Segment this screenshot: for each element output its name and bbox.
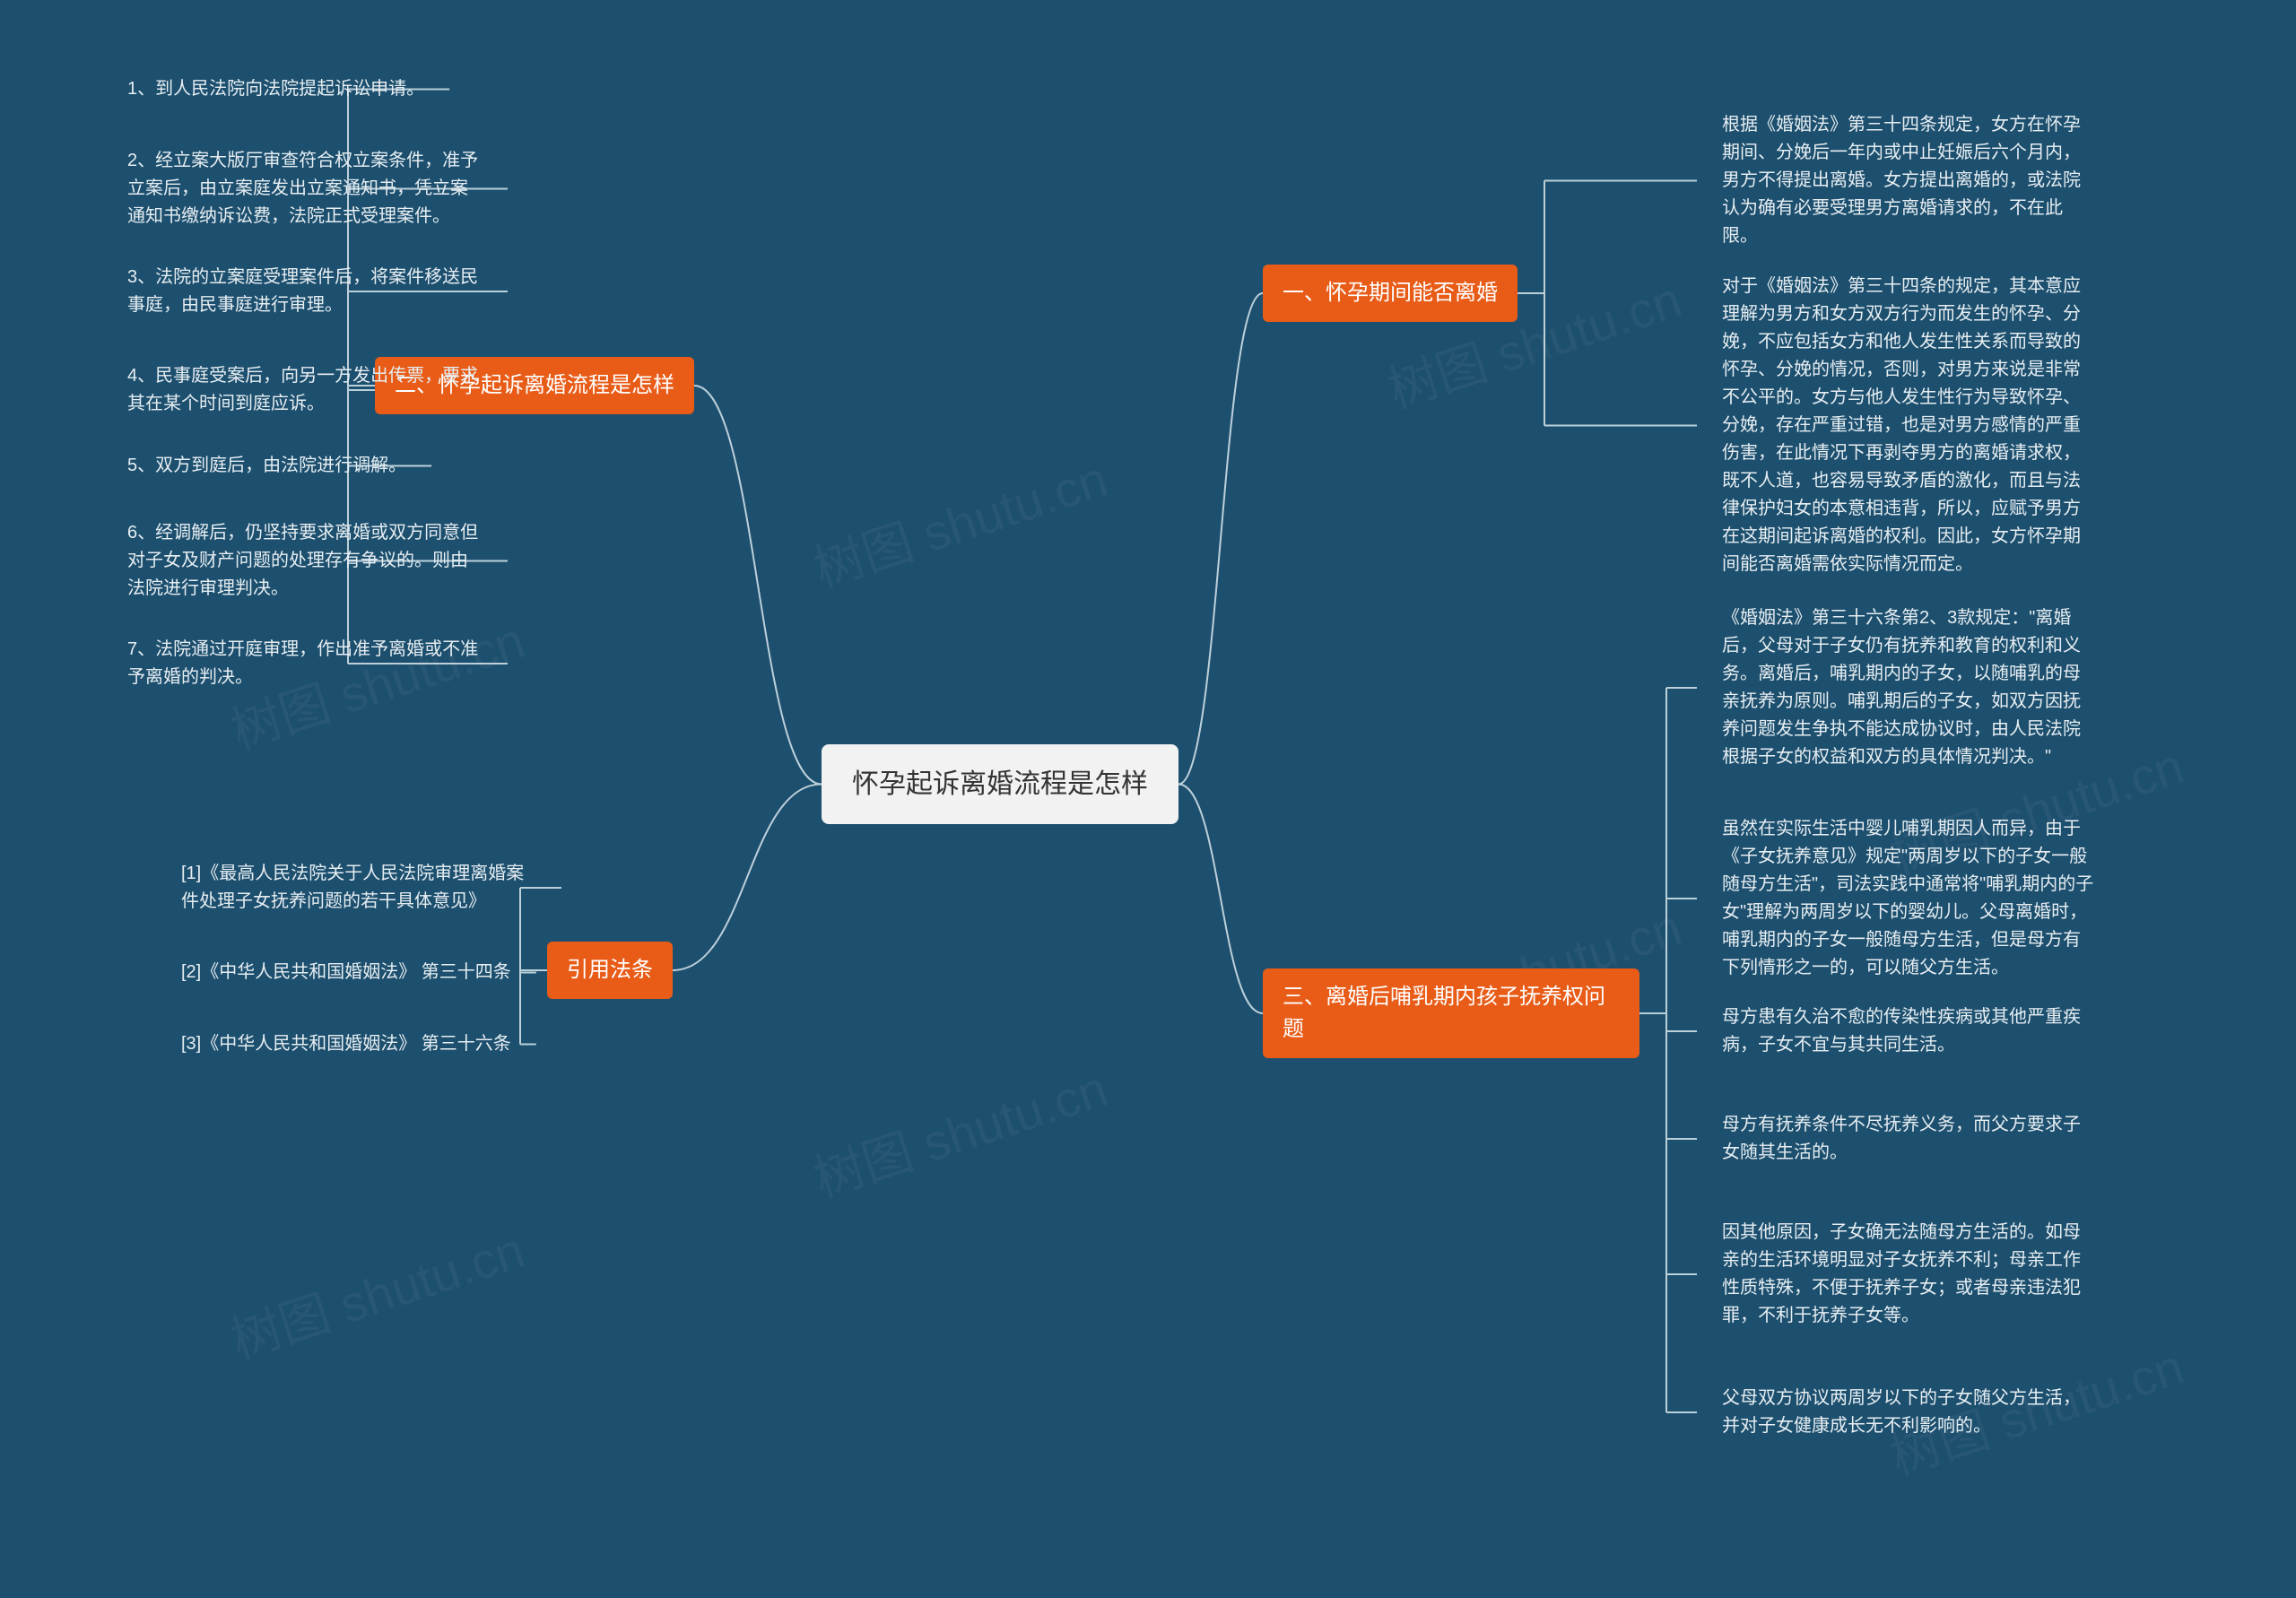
leaf-b2-4: 5、双方到庭后，由法院进行调解。 (108, 439, 426, 492)
leaf-b2-5: 6、经调解后，仍坚持要求离婚或双方同意但对子女及财产问题的处理存有争议的。则由法… (108, 507, 502, 615)
watermark: 树图 shutu.cn (804, 439, 1116, 603)
branch-b1: 一、怀孕期间能否离婚 (1263, 265, 1518, 322)
leaf-b3-0: 《婚姻法》第三十六条第2、3款规定："离婚后，父母对于子女仍有抚养和教育的权利和… (1702, 592, 2115, 784)
leaf-b2-3: 4、民事庭受案后，向另一方发出传票，要求其在某个时间到庭应诉。 (108, 350, 502, 430)
branch-b4: 引用法条 (547, 942, 673, 999)
leaf-b4-0: [1]《最高人民法院关于人民法院审理离婚案件处理子女抚养问题的若干具体意见》 (161, 847, 556, 928)
branch-b3: 三、离婚后哺乳期内孩子抚养权问题 (1263, 968, 1639, 1058)
leaf-b2-1: 2、经立案大版厅审查符合权立案条件，准予立案后，由立案庭发出立案通知书，凭立案通… (108, 135, 502, 243)
leaf-b1-1: 对于《婚姻法》第三十四条的规定，其本意应理解为男方和女方双方行为而发生的怀孕、分… (1702, 260, 2115, 591)
leaf-b3-4: 因其他原因，子女确无法随母方生活的。如母亲的生活环境明显对子女抚养不利；母亲工作… (1702, 1206, 2115, 1342)
leaf-b3-1: 虽然在实际生活中婴儿哺乳期因人而异，由于《子女抚养意见》规定"两周岁以下的子女一… (1702, 803, 2115, 994)
leaf-b3-3: 母方有抚养条件不尽抚养义务，而父方要求子女随其生活的。 (1702, 1099, 2115, 1179)
watermark: 树图 shutu.cn (221, 1211, 533, 1374)
leaf-b1-0: 根据《婚姻法》第三十四条规定，女方在怀孕期间、分娩后一年内或中止妊娠后六个月内，… (1702, 99, 2115, 263)
leaf-b2-0: 1、到人民法院向法院提起诉讼申请。 (108, 63, 444, 116)
leaf-b3-5: 父母双方协议两周岁以下的子女随父方生活，并对子女健康成长无不利影响的。 (1702, 1372, 2115, 1453)
leaf-b2-6: 7、法院通过开庭审理，作出准予离婚或不准予离婚的判决。 (108, 623, 502, 704)
leaf-b4-2: [3]《中华人民共和国婚姻法》 第三十六条 (161, 1018, 531, 1071)
leaf-b2-2: 3、法院的立案庭受理案件后，将案件移送民事庭，由民事庭进行审理。 (108, 251, 502, 332)
watermark: 树图 shutu.cn (804, 1049, 1116, 1212)
leaf-b4-1: [2]《中华人民共和国婚姻法》 第三十四条 (161, 946, 531, 999)
leaf-b3-2: 母方患有久治不愈的传染性疾病或其他严重疾病，子女不宜与其共同生活。 (1702, 991, 2115, 1072)
mindmap-root: 怀孕起诉离婚流程是怎样 (822, 744, 1178, 824)
